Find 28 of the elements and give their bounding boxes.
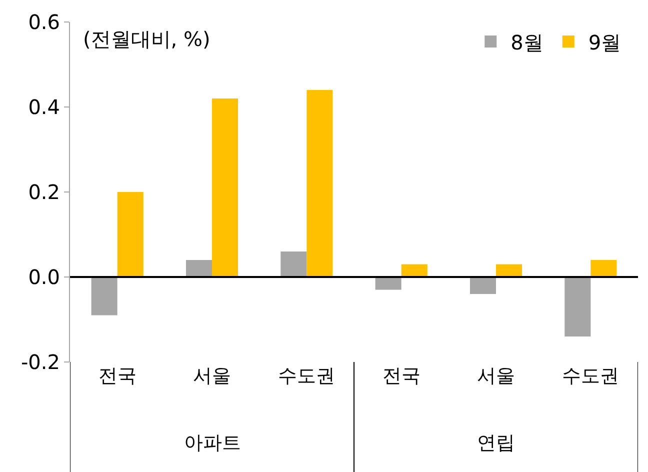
- y-tick-label: -0.2: [20, 350, 60, 374]
- text: 연립: [477, 432, 515, 454]
- legend-label: 9월: [588, 30, 622, 54]
- y-tick-label: 0.6: [28, 10, 60, 34]
- text: 아파트: [184, 432, 241, 454]
- bar: [564, 277, 591, 336]
- bar: [375, 277, 402, 290]
- bar: [306, 90, 333, 277]
- bar: [212, 98, 238, 277]
- x-tick-label: 수도권: [562, 365, 620, 387]
- x-tick-label: 서울: [477, 365, 515, 387]
- bar: [117, 192, 144, 277]
- x-tick-label: 서울: [193, 365, 231, 387]
- bar: [470, 277, 496, 294]
- y-axis-title: (전월대비, %): [83, 27, 210, 51]
- bar: [496, 264, 522, 277]
- x-tick-label: 전국: [98, 365, 136, 387]
- x-tick-label: 수도권: [278, 365, 336, 387]
- bar: [186, 260, 212, 277]
- y-tick-label: 0.2: [28, 180, 60, 204]
- y-tick-label: 0.0: [28, 265, 60, 289]
- legend-label: 8월: [510, 30, 544, 54]
- bar: [590, 260, 617, 277]
- x-tick-label: 전국: [382, 365, 420, 387]
- y-tick-label: 0.4: [28, 95, 60, 119]
- bar: [91, 277, 118, 316]
- bar: [280, 252, 307, 277]
- bar: [401, 264, 428, 277]
